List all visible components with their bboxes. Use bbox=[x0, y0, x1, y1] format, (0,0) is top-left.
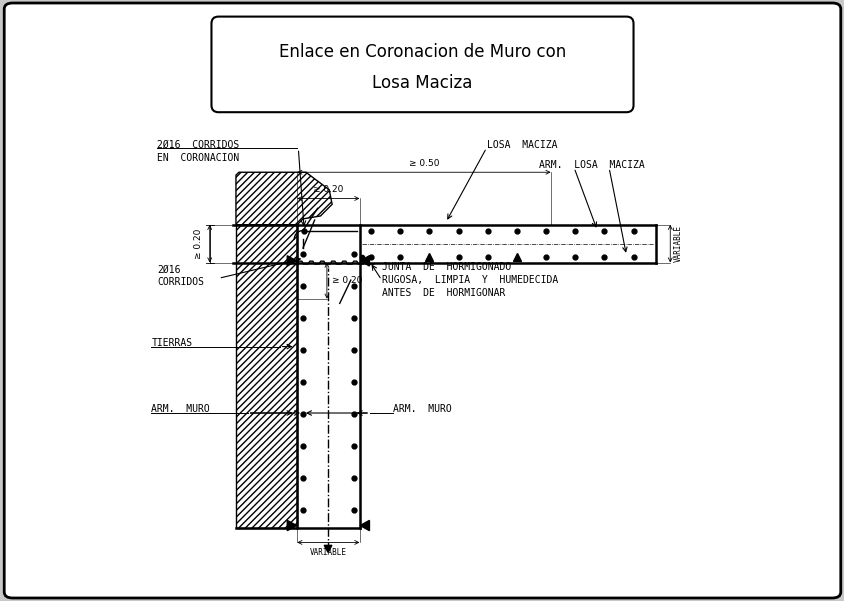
FancyBboxPatch shape bbox=[211, 17, 633, 112]
Text: EN  CORONACION: EN CORONACION bbox=[157, 153, 239, 163]
Text: ≥ 0.20: ≥ 0.20 bbox=[331, 276, 361, 285]
Polygon shape bbox=[360, 256, 369, 266]
Text: LOSA  MACIZA: LOSA MACIZA bbox=[486, 140, 556, 150]
Text: ARM.  MURO: ARM. MURO bbox=[393, 404, 452, 415]
Text: 2Ø16: 2Ø16 bbox=[157, 264, 181, 275]
Text: ARM.  MURO: ARM. MURO bbox=[151, 404, 210, 415]
Bar bbox=[235, 225, 297, 528]
Text: VARIABLE: VARIABLE bbox=[310, 548, 346, 557]
Polygon shape bbox=[287, 520, 296, 531]
Text: Losa Maciza: Losa Maciza bbox=[372, 74, 472, 92]
Text: ANTES  DE  HORMIGONAR: ANTES DE HORMIGONAR bbox=[381, 288, 505, 298]
Text: ≥ 0.20: ≥ 0.20 bbox=[193, 228, 203, 259]
Text: TIERRAS: TIERRAS bbox=[151, 338, 192, 348]
Text: CORRIDOS: CORRIDOS bbox=[157, 277, 204, 287]
Text: ≥ 0.20: ≥ 0.20 bbox=[313, 185, 344, 194]
Bar bbox=[235, 225, 297, 528]
Polygon shape bbox=[287, 256, 296, 266]
Text: ARM.  LOSA  MACIZA: ARM. LOSA MACIZA bbox=[538, 160, 644, 169]
Text: Enlace en Coronacion de Muro con: Enlace en Coronacion de Muro con bbox=[279, 43, 565, 61]
Text: 2Ø16  CORRIDOS: 2Ø16 CORRIDOS bbox=[157, 140, 239, 150]
Polygon shape bbox=[324, 545, 332, 552]
Polygon shape bbox=[360, 520, 369, 531]
Text: ≥ 0.50: ≥ 0.50 bbox=[408, 159, 439, 168]
Text: RUGOSA,  LIMPIA  Y  HUMEDECIDA: RUGOSA, LIMPIA Y HUMEDECIDA bbox=[381, 275, 557, 285]
Polygon shape bbox=[235, 172, 332, 225]
Text: VARIABLE: VARIABLE bbox=[673, 225, 682, 262]
Text: JUNTA  DE  HORMIGONADO: JUNTA DE HORMIGONADO bbox=[381, 262, 511, 272]
